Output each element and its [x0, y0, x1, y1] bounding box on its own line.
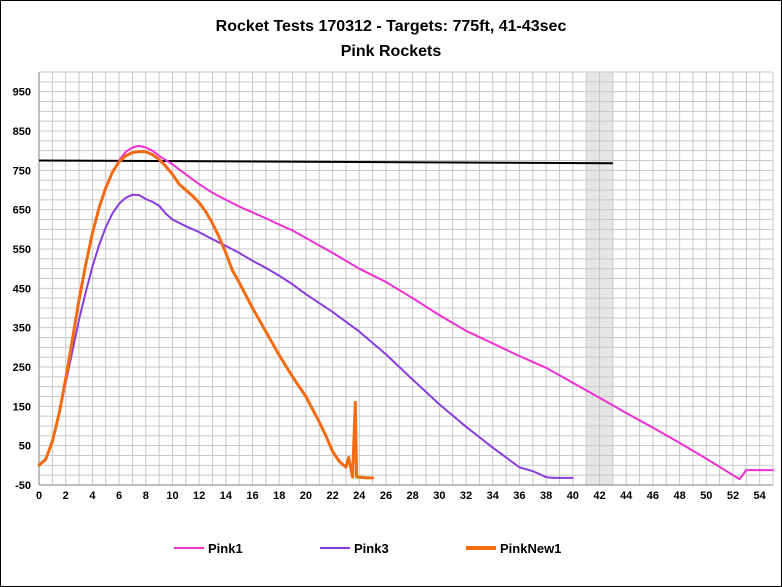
legend-swatch-pink3 — [320, 547, 350, 549]
legend-swatch-pink1 — [174, 547, 204, 549]
target-altitude-line — [38, 159, 613, 165]
legend-label-pink1: Pink1 — [208, 540, 243, 556]
x-tick-label: 46 — [647, 490, 659, 502]
x-tick-label: 38 — [540, 490, 552, 502]
y-tick-label: 750 — [13, 165, 31, 177]
x-tick-label: 36 — [513, 490, 525, 502]
x-tick-label: 42 — [593, 490, 605, 502]
x-tick-label: 20 — [300, 490, 312, 502]
y-tick-label: 450 — [13, 283, 31, 295]
legend-label-pink3: Pink3 — [354, 540, 389, 556]
y-tick-label: 850 — [13, 126, 31, 138]
y-tick-label: 350 — [13, 323, 31, 335]
x-tick-label: 26 — [380, 490, 392, 502]
series-line-pink1 — [38, 144, 774, 481]
tick-label-layer: 0 2 4 6 8 10 12 14 16 18 20 22 24 26 28 30 32 34 36 38 40 42 4… — [13, 87, 767, 502]
x-tick-label: 6 — [116, 490, 122, 502]
y-tick-label: 250 — [13, 362, 31, 374]
y-tick-label: -50 — [15, 480, 31, 492]
series-line-pink3 — [38, 193, 574, 479]
x-tick-label: 28 — [407, 490, 419, 502]
y-tick-label: 50 — [19, 441, 31, 453]
legend-item-pink3: Pink3 — [320, 538, 389, 558]
y-tick-label: 950 — [13, 87, 31, 99]
chart-subtitle: Pink Rockets — [340, 43, 442, 60]
y-tick-label: 550 — [13, 244, 31, 256]
x-tick-label: 10 — [166, 490, 178, 502]
x-tick-label: 2 — [63, 490, 69, 502]
x-tick-label: 34 — [487, 490, 500, 502]
x-tick-label: 16 — [246, 490, 258, 502]
x-tick-label: 40 — [567, 490, 579, 502]
x-tick-label: 50 — [700, 490, 712, 502]
y-tick-label: 150 — [13, 401, 31, 413]
x-tick-label: 14 — [220, 490, 233, 502]
series-layer — [37, 144, 774, 481]
axis-layer — [38, 72, 773, 486]
y-tick-label: 650 — [13, 205, 31, 217]
grid-layer — [38, 71, 774, 486]
x-tick-label: 18 — [273, 490, 285, 502]
x-tick-label: 8 — [143, 490, 149, 502]
legend-swatch-pinknew1 — [466, 546, 496, 550]
legend-label-pinknew1: PinkNew1 — [500, 540, 562, 556]
x-tick-label: 4 — [89, 490, 96, 502]
legend-item-pinknew1: PinkNew1 — [466, 538, 561, 558]
series-line-pinknew1 — [37, 150, 375, 480]
target-layer — [38, 159, 613, 165]
x-tick-label: 54 — [754, 490, 767, 502]
legend-item-pink1: Pink1 — [174, 538, 243, 558]
x-tick-label: 52 — [727, 490, 739, 502]
x-tick-label: 44 — [620, 490, 633, 502]
x-tick-label: 48 — [673, 490, 685, 502]
chart-title: Rocket Tests 170312 - Targets: 775ft, 41… — [215, 18, 567, 35]
x-tick-label: 0 — [36, 490, 42, 502]
x-tick-label: 24 — [353, 490, 366, 502]
x-tick-label: 22 — [326, 490, 338, 502]
x-tick-label: 30 — [433, 490, 445, 502]
x-tick-label: 32 — [460, 490, 472, 502]
x-tick-label: 12 — [193, 490, 205, 502]
